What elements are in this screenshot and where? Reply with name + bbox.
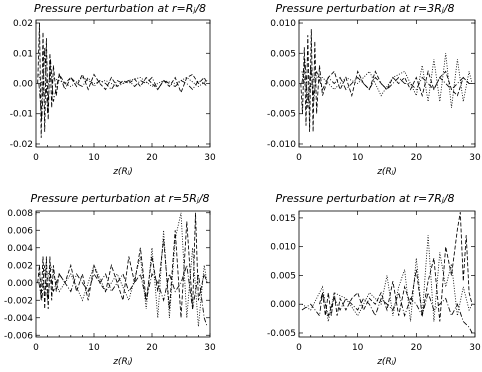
plot-frame bbox=[298, 210, 476, 338]
chart-title: Pressure perturbation at r=7Rⱼ/8 bbox=[275, 192, 454, 205]
chart-panel-r1: Pressure perturbation at r=Rⱼ/8 0 10 20 30 0… bbox=[10, 2, 216, 177]
plot-frame bbox=[35, 210, 211, 338]
series-line-dash-dot bbox=[301, 59, 473, 108]
y-tick-label: -0.005 bbox=[267, 110, 296, 120]
x-axis-label: z(Rⱼ) bbox=[112, 357, 133, 367]
x-tick-label: 10 bbox=[352, 343, 364, 353]
y-tick-label: -0.006 bbox=[4, 331, 33, 341]
x-tick-label: 0 bbox=[33, 343, 39, 353]
series-line-dotted bbox=[38, 74, 208, 98]
x-tick-label: 30 bbox=[469, 343, 481, 353]
x-tick-label: 20 bbox=[146, 153, 158, 163]
y-tick-label: 0.005 bbox=[270, 271, 296, 281]
x-tick-label: 20 bbox=[146, 343, 158, 353]
y-tick-label: -0.02 bbox=[10, 140, 33, 150]
y-tick-label: 0.02 bbox=[13, 19, 33, 29]
y-tick-label: 0.006 bbox=[7, 226, 33, 236]
series-line-dotted bbox=[38, 212, 208, 327]
y-tick-label: 0.004 bbox=[7, 244, 33, 254]
series-line-dotted bbox=[301, 53, 473, 108]
y-tick-label: -0.004 bbox=[4, 314, 33, 324]
x-tick-label: 30 bbox=[469, 153, 481, 163]
chart-title: Pressure perturbation at r=Rⱼ/8 bbox=[34, 2, 206, 15]
x-tick-label: 20 bbox=[411, 343, 423, 353]
series-line-dash-dot bbox=[38, 47, 208, 120]
x-axis-label: z(Rⱼ) bbox=[376, 357, 397, 367]
y-tick-label: -0.010 bbox=[267, 140, 296, 150]
x-tick-label: 0 bbox=[33, 153, 39, 163]
y-tick-label: 0.000 bbox=[7, 279, 33, 289]
y-tick-label: 0.000 bbox=[270, 80, 296, 90]
y-tick-label: -0.005 bbox=[267, 329, 296, 339]
y-tick-label: -0.002 bbox=[4, 296, 33, 306]
x-tick-label: 10 bbox=[88, 153, 100, 163]
y-tick-label: 0.000 bbox=[270, 300, 296, 310]
chart-panel-r7: Pressure perturbation at r=7Rⱼ/8 0 10 20 30… bbox=[267, 192, 481, 367]
x-axis-label: z(Rⱼ) bbox=[112, 167, 133, 177]
x-tick-label: 0 bbox=[296, 343, 302, 353]
chart-panel-r3: Pressure perturbation at r=3Rⱼ/8 0 10 20 30… bbox=[267, 2, 481, 177]
y-tick-label: 0.010 bbox=[270, 19, 296, 29]
y-tick-label: 0.00 bbox=[13, 80, 33, 90]
series-line-dashed bbox=[319, 212, 473, 322]
y-tick-label: 0.002 bbox=[7, 261, 33, 271]
y-tick-label: 0.01 bbox=[13, 49, 33, 59]
x-tick-label: 30 bbox=[204, 153, 216, 163]
y-tick-label: 0.010 bbox=[270, 243, 296, 253]
x-tick-label: 10 bbox=[88, 343, 100, 353]
x-tick-label: 0 bbox=[296, 153, 302, 163]
series-line-dash-dot bbox=[301, 291, 473, 334]
series-line-dotted bbox=[301, 235, 473, 322]
chart-title: Pressure perturbation at r=3Rⱼ/8 bbox=[275, 2, 454, 15]
y-tick-label: -0.01 bbox=[10, 110, 33, 120]
y-tick-label: 0.015 bbox=[270, 214, 296, 224]
x-axis-label: z(Rⱼ) bbox=[376, 167, 397, 177]
y-tick-label: 0.008 bbox=[7, 209, 33, 219]
x-tick-label: 10 bbox=[352, 153, 364, 163]
chart-title: Pressure perturbation at r=5Rⱼ/8 bbox=[30, 192, 209, 205]
y-tick-label: 0.005 bbox=[270, 49, 296, 59]
series-line-dash-dot bbox=[38, 265, 208, 327]
x-tick-label: 30 bbox=[204, 343, 216, 353]
chart-panel-r5: Pressure perturbation at r=5Rⱼ/8 0 10 20 30… bbox=[4, 192, 216, 367]
x-tick-label: 20 bbox=[411, 153, 423, 163]
series-line-dashed bbox=[37, 22, 208, 138]
